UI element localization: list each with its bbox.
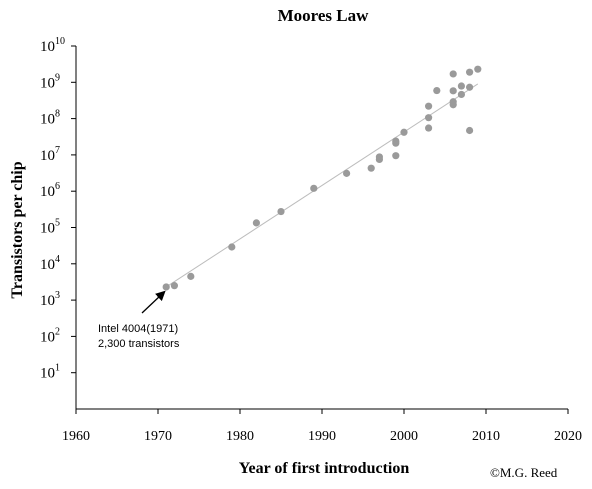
y-tick-exponent: 7	[55, 145, 60, 156]
data-points	[162, 65, 482, 291]
data-point	[162, 283, 170, 291]
chart-title: Moores Law	[278, 6, 370, 25]
y-tick-base: 10	[40, 329, 55, 345]
data-point	[252, 219, 260, 227]
data-point	[228, 243, 236, 251]
data-point	[466, 126, 474, 135]
y-tick-label: 104	[40, 254, 60, 273]
x-tick-label: 2000	[390, 429, 418, 444]
data-point	[449, 98, 457, 106]
data-point	[466, 68, 474, 76]
trendline-layer	[165, 83, 479, 288]
data-point	[277, 207, 285, 216]
y-tick-label: 103	[40, 290, 60, 309]
trendline	[165, 83, 479, 288]
data-point	[310, 184, 318, 192]
x-tick-label: 1980	[226, 429, 254, 444]
copyright-label: ©M.G. Reed	[490, 465, 558, 480]
y-tick-base: 10	[40, 257, 55, 273]
y-tick-base: 10	[40, 221, 55, 237]
x-tick-label: 1960	[62, 429, 90, 444]
y-tick-exponent: 8	[55, 109, 60, 120]
data-point	[466, 83, 474, 91]
data-point	[367, 164, 375, 172]
y-tick-base: 10	[40, 75, 55, 91]
y-tick-label: 108	[40, 109, 60, 128]
y-tick-label: 1010	[40, 36, 65, 55]
data-point	[392, 137, 400, 145]
y-tick-exponent: 10	[55, 36, 65, 47]
x-tick-label: 2020	[554, 429, 582, 444]
data-point	[457, 90, 465, 99]
data-point	[449, 87, 457, 95]
y-tick-exponent: 5	[55, 218, 60, 229]
data-point	[375, 153, 383, 161]
x-axis-label: Year of first introduction	[239, 460, 410, 477]
y-tick-base: 10	[40, 293, 55, 309]
y-tick-label: 106	[40, 181, 60, 200]
annotation: Intel 4004(1971) 2,300 transistors	[98, 290, 180, 350]
y-tick-base: 10	[40, 112, 55, 128]
data-point	[400, 128, 408, 136]
data-point	[474, 65, 482, 73]
data-point	[425, 114, 433, 122]
y-tick-exponent: 3	[55, 290, 60, 301]
data-point	[425, 124, 433, 132]
y-tick-label: 109	[40, 72, 60, 91]
y-tick-exponent: 1	[55, 363, 60, 374]
data-point	[433, 86, 441, 95]
y-tick-label: 101	[40, 363, 60, 382]
y-tick-base: 10	[40, 366, 55, 382]
annotation-text-line: 2,300 transistors	[98, 338, 180, 350]
axes: 1960 1970 1980 1990 2000 2010 2020101102103104…	[40, 36, 582, 444]
y-tick-base: 10	[40, 184, 55, 200]
y-tick-label: 105	[40, 218, 60, 237]
data-point	[392, 152, 400, 160]
y-tick-exponent: 2	[55, 326, 60, 337]
annotation-text-line: Intel 4004(1971)	[98, 323, 178, 335]
x-tick-label: 1970	[144, 429, 172, 444]
annotation-arrow	[141, 290, 166, 314]
y-tick-base: 10	[40, 148, 55, 164]
y-tick-exponent: 9	[55, 72, 60, 83]
y-axis-label: Transistors per chip	[9, 161, 26, 298]
x-tick-label: 2010	[472, 429, 500, 444]
data-point	[425, 102, 433, 110]
data-point	[170, 282, 178, 290]
y-tick-base: 10	[40, 39, 55, 55]
y-tick-exponent: 6	[55, 181, 60, 192]
data-point	[457, 82, 465, 90]
x-tick-label: 1990	[308, 429, 336, 444]
data-point	[343, 169, 351, 177]
data-point	[449, 70, 457, 78]
data-point	[187, 272, 195, 280]
y-tick-label: 102	[40, 326, 60, 345]
y-tick-exponent: 4	[55, 254, 60, 265]
y-tick-label: 107	[40, 145, 60, 164]
